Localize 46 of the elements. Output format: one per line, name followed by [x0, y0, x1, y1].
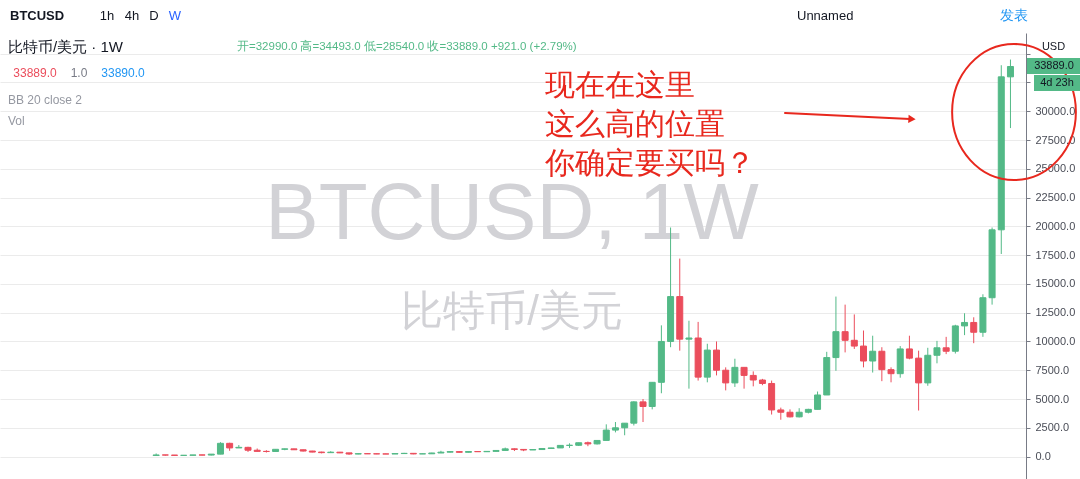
candlestick: [850, 313, 858, 350]
text: D: [149, 8, 159, 23]
candlestick: [841, 304, 849, 353]
chart-title: 比特币/美元 · 1W: [8, 38, 124, 55]
text: Vol: [8, 114, 25, 128]
text: 4h: [124, 8, 140, 23]
text: 发表: [1000, 7, 1028, 23]
candlestick: [1006, 59, 1014, 129]
candlestick: [713, 340, 721, 376]
text: BB 20 close 2: [8, 93, 83, 107]
text: W: [168, 8, 182, 23]
annotation: 现在在这里: [545, 68, 695, 101]
candlestick: [731, 358, 739, 388]
text: 33890.0: [101, 66, 146, 80]
text: 33889.0: [1034, 59, 1074, 71]
annotation: 这么高的位置: [545, 107, 725, 140]
candlestick: [722, 366, 730, 391]
text: 1.0: [70, 66, 88, 80]
y-tick-label: 15000.0: [1035, 277, 1076, 290]
text: 开=32990.0 高=34493.0 低=28540.0 收=33889.0 +921.0 (+2.79%): [237, 39, 577, 52]
y-tick-label: 20000.0: [1035, 219, 1076, 232]
candlestick: [740, 366, 748, 390]
candlestick: [869, 335, 877, 374]
candlestick: [685, 320, 693, 390]
y-tick-label: 10000.0: [1035, 334, 1076, 347]
y-axis-title: USD: [1041, 39, 1066, 52]
y-tick-label: 30000.0: [1035, 104, 1076, 117]
y-tick-label: 0.0: [1035, 450, 1051, 463]
y-tick-label: 12500.0: [1035, 306, 1076, 319]
candlestick: [933, 340, 941, 364]
y-tick-label: 2500.0: [1035, 421, 1070, 434]
candlestick: [859, 330, 867, 368]
candlestick: [970, 316, 978, 344]
y-tick-label: 22500.0: [1035, 191, 1076, 204]
text: 1h: [99, 8, 115, 23]
y-tick-label: 17500.0: [1035, 248, 1076, 261]
text: 33889.0: [13, 66, 58, 80]
candlestick: [630, 400, 638, 426]
candlestick: [961, 312, 969, 336]
candlestick: [262, 449, 270, 454]
y-tick-label: 7500.0: [1035, 363, 1070, 376]
text: BTCUSD: [10, 8, 65, 23]
y-tick-label: 5000.0: [1035, 392, 1070, 405]
text: Unnamed: [797, 8, 854, 23]
candlestick: [639, 398, 647, 423]
text: 4d 23h: [1040, 76, 1074, 88]
